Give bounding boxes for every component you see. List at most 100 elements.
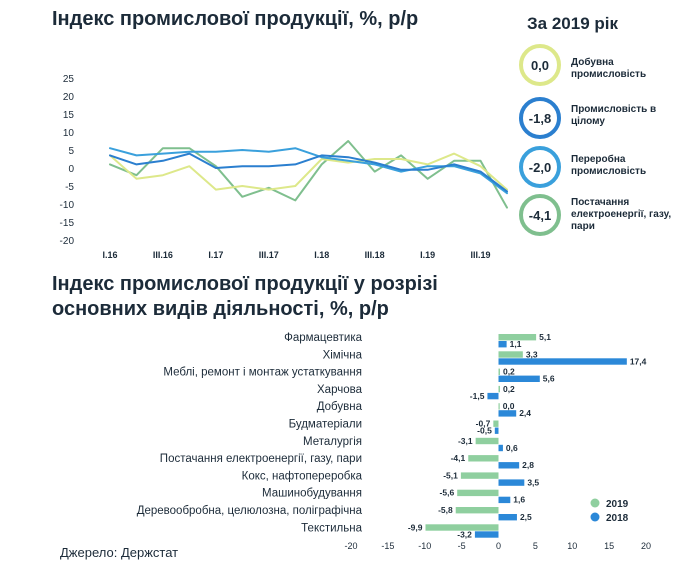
legend-marker-2019 bbox=[590, 498, 600, 508]
bar-2018 bbox=[487, 392, 499, 400]
legend-label-energy: Постачання електроенергії, газу, пари bbox=[571, 197, 672, 232]
bar-value-label: 0,0 bbox=[503, 401, 515, 411]
bar-2018 bbox=[498, 444, 503, 452]
x-tick-label: III.19 bbox=[471, 250, 491, 260]
bar-2019 bbox=[498, 368, 500, 375]
bar-2019 bbox=[455, 507, 499, 514]
bar-2018 bbox=[498, 479, 525, 486]
bar-2018 bbox=[474, 531, 499, 538]
y-tick-label: 25 bbox=[63, 74, 75, 85]
category-label: Меблі, ремонт і монтаж устаткування bbox=[163, 367, 362, 379]
bar-value-label: -3,2 bbox=[457, 529, 472, 539]
bar-2018 bbox=[498, 462, 520, 469]
category-label: Текстильна bbox=[301, 522, 362, 534]
category-label: Деревообробна, целюлозна, поліграфічна bbox=[137, 505, 363, 517]
x-tick-label: I.19 bbox=[420, 250, 435, 260]
legend-item-mining: 0,0 Добувна промисловість bbox=[519, 44, 679, 88]
legend-label-2018: 2018 bbox=[606, 513, 629, 524]
bar-value-label: -4,1 bbox=[451, 453, 466, 463]
category-label: Харчова bbox=[317, 384, 363, 396]
bar-value-label: 3,5 bbox=[527, 477, 539, 487]
badge-ring-energy: -4,1 bbox=[519, 194, 561, 236]
bar-value-label: -9,9 bbox=[408, 522, 423, 532]
category-label: Постачання електроенергії, газу, пари bbox=[160, 453, 362, 465]
legend-item-energy: -4,1 Постачання електроенергії, газу, па… bbox=[519, 194, 679, 238]
x-tick-label: 10 bbox=[567, 541, 577, 551]
legend-label-industry: Промисловість в цілому bbox=[571, 104, 657, 127]
bar-chart-title: Індекс промислової продукції у розрізі о… bbox=[52, 273, 438, 320]
x-tick-label: I.18 bbox=[314, 250, 329, 260]
bar-2019 bbox=[457, 489, 499, 497]
badge-ring-industry: -1,8 bbox=[519, 97, 561, 139]
y-tick-label: 5 bbox=[68, 146, 74, 157]
series-line-mining bbox=[109, 152, 508, 191]
badge-ring-processing: -2,0 bbox=[519, 146, 561, 188]
x-tick-label: I.16 bbox=[102, 250, 117, 260]
bar-value-label: 1,6 bbox=[513, 495, 525, 505]
bar-2018 bbox=[498, 358, 627, 365]
y-tick-label: 15 bbox=[63, 110, 75, 121]
y-tick-label: 20 bbox=[63, 92, 75, 103]
category-label: Хімічна bbox=[323, 349, 363, 361]
series-line-energy bbox=[109, 140, 508, 209]
bar-value-label: -3,1 bbox=[458, 436, 473, 446]
series-line-industry bbox=[109, 152, 508, 193]
x-tick-label: -20 bbox=[344, 541, 357, 551]
category-label: Металургія bbox=[303, 436, 362, 448]
bar-2018 bbox=[498, 375, 540, 382]
x-tick-label: III.18 bbox=[365, 250, 385, 260]
x-tick-label: I.17 bbox=[208, 250, 223, 260]
bar-value-label: -5,8 bbox=[438, 505, 453, 515]
bar-value-label: -0,7 bbox=[476, 419, 491, 429]
bar-2019 bbox=[460, 472, 499, 479]
category-label: Добувна bbox=[317, 401, 363, 413]
bar-2018 bbox=[494, 427, 499, 434]
bar-value-label: -0,5 bbox=[477, 426, 492, 436]
legend-marker-2018 bbox=[590, 512, 600, 522]
legend-label-mining: Добувна промисловість bbox=[571, 57, 647, 80]
y-tick-label: 0 bbox=[68, 164, 74, 175]
legend-item-processing: -2,0 Переробна промисловість bbox=[519, 146, 679, 190]
line-chart-title: Індекс промислової продукції, %, р/р bbox=[52, 8, 419, 30]
legend-item-industry: -1,8 Промисловість в цілому bbox=[519, 97, 679, 141]
legend-title: За 2019 рік bbox=[527, 14, 618, 33]
bar-2018 bbox=[498, 410, 517, 417]
x-tick-label: 0 bbox=[496, 541, 501, 551]
bar-value-label: 2,5 bbox=[520, 512, 532, 522]
x-tick-label: -5 bbox=[458, 541, 466, 551]
x-tick-label: -10 bbox=[418, 541, 431, 551]
bar-value-label: -1,5 bbox=[470, 391, 485, 401]
y-tick-label: -15 bbox=[60, 218, 75, 229]
x-tick-label: 15 bbox=[604, 541, 614, 551]
bar-2018 bbox=[498, 341, 507, 348]
y-tick-label: 10 bbox=[63, 128, 75, 139]
bar-2019 bbox=[425, 524, 499, 531]
bar-2019 bbox=[493, 420, 499, 427]
bar-2019 bbox=[498, 385, 500, 393]
bar-value-label: 3,3 bbox=[526, 349, 538, 359]
legend-label-2019: 2019 bbox=[606, 499, 629, 510]
bar-2019 bbox=[498, 403, 500, 410]
bar-value-label: 2,8 bbox=[522, 460, 534, 470]
category-label: Кокс, нафтопереробка bbox=[242, 470, 363, 482]
badge-ring-mining: 0,0 bbox=[519, 44, 561, 86]
bar-2018 bbox=[498, 496, 511, 504]
x-tick-label: III.17 bbox=[259, 250, 279, 260]
bar-value-label: -5,6 bbox=[440, 488, 455, 498]
source-note: Джерело: Держстат bbox=[60, 545, 179, 560]
category-label: Машинобудування bbox=[262, 488, 362, 500]
x-tick-label: 5 bbox=[533, 541, 538, 551]
bar-value-label: 0,2 bbox=[503, 367, 515, 377]
y-tick-label: -20 bbox=[60, 236, 75, 247]
legend-label-processing: Переробна промисловість bbox=[571, 154, 647, 177]
bar-value-label: 0,2 bbox=[503, 384, 515, 394]
bar-value-label: 0,6 bbox=[506, 443, 518, 453]
bar-value-label: -5,1 bbox=[443, 470, 458, 480]
category-label: Будматеріали bbox=[289, 419, 362, 431]
series-line-processing bbox=[109, 147, 508, 195]
bar-2019 bbox=[498, 351, 523, 358]
bar-2019 bbox=[468, 455, 499, 462]
category-label: Фармацевтика bbox=[284, 332, 363, 344]
bar-value-label: 1,1 bbox=[510, 339, 522, 349]
